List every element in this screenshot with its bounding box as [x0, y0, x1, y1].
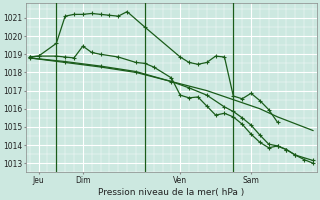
X-axis label: Pression niveau de la mer( hPa ): Pression niveau de la mer( hPa )	[98, 188, 244, 197]
